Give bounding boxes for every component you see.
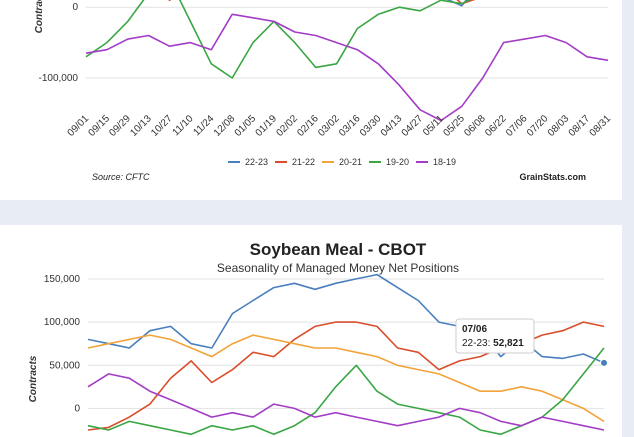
x-tick-label: 01/19 — [254, 113, 280, 139]
legend-item-21-22[interactable]: 21-22 — [292, 157, 315, 167]
series-line-18-19[interactable] — [85, 13, 609, 122]
y-tick-label: -100,000 — [39, 73, 79, 84]
tooltip-value: 22-23: 52,821 — [462, 338, 524, 349]
x-tick-label: 05/11 — [421, 113, 446, 138]
tooltip-separator: : — [488, 338, 494, 349]
source-label: Source: CFTC — [92, 172, 150, 182]
x-tick-label: 09/01 — [66, 113, 92, 139]
tooltip-point[interactable] — [600, 358, 608, 367]
series-line-18-19[interactable] — [87, 373, 605, 431]
legend-item-20-21[interactable]: 20-21 — [339, 157, 362, 167]
chart-panel-1: 0 -100,000 Contracts 09/01 09/15 09/29 10/13 10… — [0, 0, 622, 200]
chart-panel-2: Soybean Meal - CBOT Seasonality of Manage… — [0, 225, 622, 437]
x-tick-label: 06/22 — [483, 113, 509, 139]
tooltip-date: 07/06 — [462, 324, 487, 335]
x-tick-label: 11/10 — [171, 113, 196, 138]
legend-item-19-20[interactable]: 19-20 — [386, 157, 409, 167]
tooltip-number: 52,821 — [493, 338, 524, 349]
x-tick-label: 03/16 — [337, 113, 363, 139]
chart-subtitle: Seasonality of Managed Money Net Positio… — [217, 261, 459, 275]
legend-item-18-19[interactable]: 18-19 — [433, 157, 456, 167]
tooltip-series-name: 22-23 — [462, 338, 488, 349]
y-tick-label: 0 — [74, 403, 80, 414]
x-tick-label: 06/08 — [462, 113, 488, 139]
x-tick-label: 08/17 — [567, 113, 593, 139]
series-line-19-20[interactable] — [87, 347, 605, 436]
y-axis-title: Contracts — [28, 355, 39, 402]
x-tick-label: 03/02 — [316, 113, 342, 139]
x-tick-label: 08/03 — [546, 113, 572, 139]
chart-2-svg: Soybean Meal - CBOT Seasonality of Manage… — [28, 240, 608, 436]
x-tick-label: 09/15 — [87, 113, 113, 139]
chart-title: Soybean Meal - CBOT — [250, 240, 427, 259]
series-line-20-21[interactable] — [87, 334, 605, 423]
x-tick-label: 07/06 — [504, 113, 530, 139]
x-tick-label: 02/02 — [274, 113, 300, 139]
x-tick-label: 10/27 — [149, 113, 175, 139]
series-line-21-22[interactable] — [86, 0, 608, 5]
x-tick-label: 07/20 — [525, 113, 551, 139]
brand-label: GrainStats.com — [519, 172, 586, 182]
chart-1-svg: 0 -100,000 Contracts 09/0109/1509/2910/1310… — [34, 0, 614, 182]
y-tick-label: 100,000 — [44, 317, 81, 328]
x-tick-label: 01/05 — [233, 113, 259, 139]
x-tick-label: 12/08 — [212, 113, 238, 139]
y-tick-label: 50,000 — [49, 360, 80, 371]
legend-item-22-23[interactable]: 22-23 — [245, 157, 268, 167]
x-tick-label: 08/31 — [588, 113, 614, 139]
x-tick-label: 11/24 — [191, 113, 216, 138]
y-tick-label: 0 — [72, 2, 78, 13]
x-tick-label: 02/16 — [295, 113, 321, 139]
x-tick-label: 04/27 — [400, 113, 426, 139]
y-tick-label: 150,000 — [44, 274, 81, 285]
y-axis-title: Contracts — [34, 0, 45, 33]
x-tick-label: 09/29 — [107, 113, 133, 139]
x-tick-label: 03/30 — [358, 113, 384, 139]
tooltip-box — [455, 318, 535, 354]
x-tick-label: 04/13 — [379, 113, 405, 139]
x-tick-label: 10/13 — [128, 113, 154, 139]
series-line-22-23[interactable] — [420, 0, 483, 7]
